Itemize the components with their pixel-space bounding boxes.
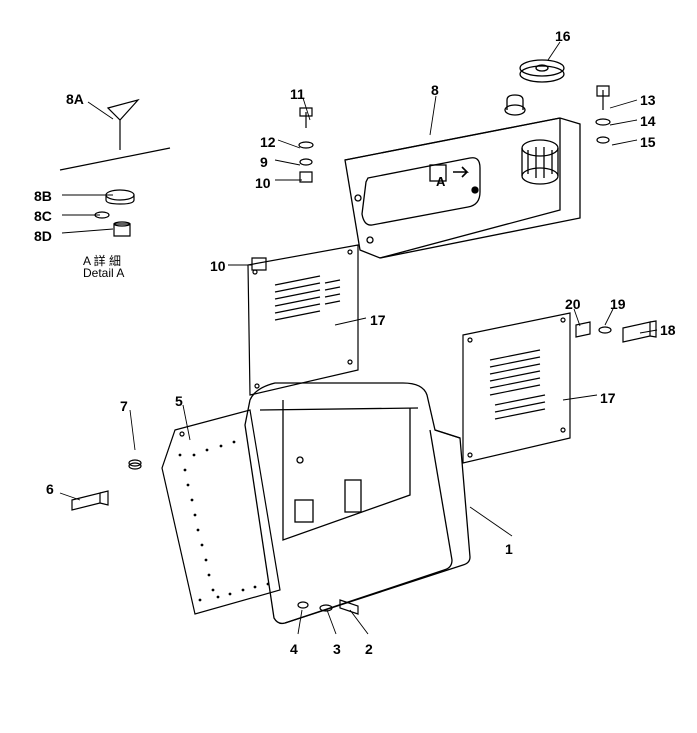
callout-8B: 8B	[34, 188, 52, 204]
callout-12: 12	[260, 134, 276, 150]
callout-17: 17	[370, 312, 386, 328]
parts-drawing	[0, 0, 697, 733]
callout-11: 11	[290, 86, 305, 102]
callout-A: A	[436, 174, 445, 189]
callout-10b: 10	[210, 258, 226, 274]
exploded-diagram: 123456788A8B8C8D910101112131415161717181…	[0, 0, 697, 733]
callout-6: 6	[46, 481, 54, 497]
callout-5: 5	[175, 393, 183, 409]
callout-8D: 8D	[34, 228, 52, 244]
callout-4: 4	[290, 641, 298, 657]
callout-15: 15	[640, 134, 656, 150]
callout-2: 2	[365, 641, 373, 657]
callout-9: 9	[260, 154, 268, 170]
callout-8C: 8C	[34, 208, 52, 224]
callout-8: 8	[431, 82, 439, 98]
callout-3: 3	[333, 641, 341, 657]
detail-a-label-en: Detail A	[83, 266, 124, 280]
callout-17b: 17	[600, 390, 616, 406]
callout-13: 13	[640, 92, 656, 108]
callout-14: 14	[640, 113, 656, 129]
callout-8A: 8A	[66, 91, 84, 107]
callout-10: 10	[255, 175, 271, 191]
callout-1: 1	[505, 541, 513, 557]
callout-18: 18	[660, 322, 676, 338]
callout-16: 16	[555, 28, 571, 44]
callout-7: 7	[120, 398, 128, 414]
callout-19: 19	[610, 296, 626, 312]
callout-20: 20	[565, 296, 581, 312]
